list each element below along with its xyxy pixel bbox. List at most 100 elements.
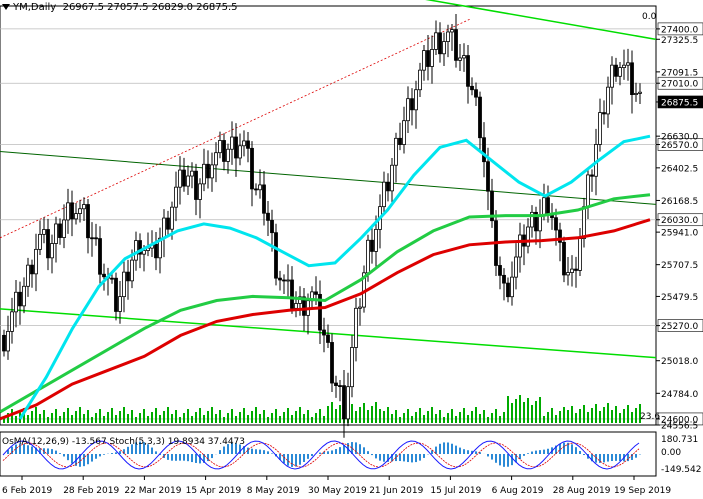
candle-body bbox=[638, 91, 642, 94]
candle-body bbox=[262, 184, 266, 214]
volume-bar bbox=[227, 413, 229, 423]
volume-bar bbox=[291, 415, 293, 423]
candle-body bbox=[10, 311, 14, 332]
price-axis-label: 25707.5 bbox=[661, 261, 698, 271]
osma-bar bbox=[207, 454, 209, 462]
candle-body bbox=[174, 186, 178, 208]
osma-bar bbox=[279, 454, 281, 460]
candle-body bbox=[542, 197, 546, 216]
candle-body bbox=[390, 164, 394, 192]
candle-body bbox=[250, 147, 254, 190]
osma-bar bbox=[595, 454, 597, 463]
volume-bar bbox=[163, 411, 165, 423]
osma-bar bbox=[527, 453, 529, 454]
osma-bar bbox=[523, 454, 525, 456]
osma-bar bbox=[571, 444, 573, 454]
volume-bar bbox=[587, 412, 589, 423]
osma-bar bbox=[379, 454, 381, 461]
osma-bar bbox=[599, 454, 601, 463]
volume-bar bbox=[319, 409, 321, 423]
osma-bar bbox=[11, 446, 13, 454]
volume-bar bbox=[483, 410, 485, 423]
candle-body bbox=[538, 214, 542, 232]
volume-bar bbox=[531, 405, 533, 423]
price-axis-label: 26030.0 bbox=[661, 216, 698, 226]
osma-bar bbox=[619, 454, 621, 462]
candle-body bbox=[406, 98, 410, 122]
osma-bar bbox=[23, 444, 25, 454]
candle-body bbox=[506, 282, 510, 298]
osma-bar bbox=[83, 454, 85, 467]
indicator-axis-label: 0.00 bbox=[661, 448, 681, 458]
volume-bar bbox=[371, 406, 373, 423]
osma-bar bbox=[259, 449, 261, 454]
osma-bar bbox=[163, 454, 165, 458]
volume-bar bbox=[175, 410, 177, 423]
osma-bar bbox=[179, 454, 181, 461]
candle-body bbox=[450, 29, 454, 33]
osma-bar bbox=[511, 454, 513, 466]
osma-bar bbox=[307, 454, 309, 459]
candle-body bbox=[470, 85, 474, 91]
candle-body bbox=[354, 307, 358, 348]
osma-bar bbox=[531, 451, 533, 454]
indicator-axis-label: 180.731 bbox=[661, 435, 698, 445]
volume-bar bbox=[127, 414, 129, 423]
osma-bar bbox=[199, 454, 201, 464]
volume-bar bbox=[491, 413, 493, 423]
candle-body bbox=[202, 163, 206, 185]
volume-bar bbox=[155, 408, 157, 423]
date-axis-label: 6 Feb 2019 bbox=[2, 486, 53, 496]
osma-bar bbox=[339, 447, 341, 454]
osma-bar bbox=[431, 450, 433, 454]
price-axis-label: 26570.0 bbox=[661, 141, 698, 151]
candle-body bbox=[34, 248, 38, 275]
collapse-triangle-icon[interactable] bbox=[2, 4, 10, 10]
volume-bar bbox=[39, 414, 41, 423]
osma-bar bbox=[455, 445, 457, 454]
volume-bar bbox=[387, 407, 389, 423]
candle-body bbox=[66, 202, 70, 221]
candle-body bbox=[6, 330, 10, 352]
osma-bar bbox=[375, 454, 377, 459]
candle-body bbox=[18, 291, 22, 307]
candle-body bbox=[498, 265, 502, 276]
price-axis-label: 26875.5 bbox=[661, 98, 698, 108]
candle-body bbox=[114, 277, 118, 312]
candle-body bbox=[358, 306, 362, 309]
volume-bar bbox=[543, 416, 545, 423]
candle-body bbox=[590, 174, 594, 177]
osma-bar bbox=[71, 454, 73, 464]
osma-bar bbox=[547, 448, 549, 454]
volume-bar bbox=[35, 407, 37, 423]
candle-body bbox=[466, 55, 470, 87]
candle-body bbox=[426, 50, 430, 67]
volume-bar bbox=[611, 410, 613, 423]
volume-bar bbox=[339, 405, 341, 423]
osma-bar bbox=[411, 454, 413, 463]
volume-bar bbox=[139, 413, 141, 423]
volume-bar bbox=[223, 417, 225, 423]
candle-body bbox=[398, 137, 402, 145]
osma-bar bbox=[535, 450, 537, 454]
candle-body bbox=[318, 293, 322, 331]
volume-bar bbox=[199, 408, 201, 423]
candle-body bbox=[430, 48, 434, 67]
volume-bar bbox=[119, 411, 121, 423]
candle-body bbox=[410, 98, 414, 111]
volume-bar bbox=[503, 412, 505, 423]
candle-body bbox=[266, 212, 270, 221]
osma-bar bbox=[239, 444, 241, 454]
volume-bar bbox=[43, 410, 45, 423]
volume-bar bbox=[443, 417, 445, 423]
candle-body bbox=[566, 272, 570, 276]
candle-body bbox=[138, 240, 142, 255]
osma-bar bbox=[291, 454, 293, 467]
volume-bar bbox=[99, 409, 101, 423]
candle-body bbox=[22, 285, 26, 307]
volume-bar bbox=[575, 413, 577, 423]
candle-body bbox=[30, 264, 34, 275]
candle-body bbox=[122, 271, 126, 298]
